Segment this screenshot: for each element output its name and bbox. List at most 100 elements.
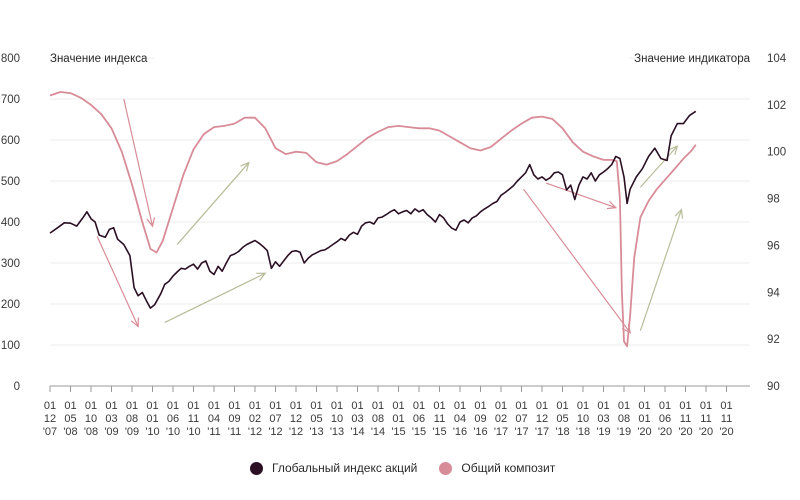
annotation-arrow-head [240,161,250,172]
x-tick-label-line: 06 [413,413,425,425]
x-tick-label-line: 01 [700,400,712,412]
x-tick-label: 01 05'18 [555,400,569,438]
x-tick-label-line: 01 [577,400,589,412]
left-tick-label: 500 [1,176,20,188]
x-tick-label-line: '09 [104,426,118,438]
x-tick-label: 01 02'17 [494,400,508,438]
annotation-arrow-line [545,182,616,209]
grid-lines [50,57,750,346]
x-tick-label-line: 01 [679,400,691,412]
x-tick-label-line: 11 [700,413,711,425]
left-axis-ticks: 0 100 200 300 400 500 600 700 800 [1,53,20,393]
x-tick-label-line: '19 [617,426,631,438]
x-tick-label-line: '10 [145,426,159,438]
annotation-arrow-head [146,217,156,228]
x-tick-label: 01 10'08 [84,400,98,438]
x-tick-label-line: 01 [105,400,117,412]
x-tick-label-line: '15 [432,426,446,438]
x-tick-label: 01 04'16 [453,400,467,438]
x-tick-label-line: 03 [351,413,363,425]
x-tick-label-line: '13 [309,426,323,438]
x-tick-label-line: 03 [597,413,609,425]
right-tick-label: 90 [767,381,780,393]
legend-swatch-composite [439,461,453,475]
x-tick-label-line: 01 [85,400,97,412]
x-tick-label-line: 01 [392,413,404,425]
legend-item-stock-index: Глобальный индекс акций [250,461,417,475]
x-tick-label-line: 05 [64,413,76,425]
x-tick-label-line: 07 [515,413,527,425]
x-tick-label-line: 01 [638,400,650,412]
x-tick-label: 01 03'19 [596,400,610,438]
right-tick-label: 98 [767,194,780,206]
annotation-arrows [96,98,684,334]
x-tick-label-line: '16 [453,426,467,438]
x-tick-label: 01 10'13 [330,400,344,438]
x-tick-label-line: '17 [535,426,549,438]
x-tick-label: 01 04'11 [207,400,221,438]
x-tick-label-line: 05 [556,413,568,425]
annotation-arrow-line [639,209,682,331]
x-tick-label: 01 11'20 [699,400,713,438]
x-tick-label-line: 09 [228,413,240,425]
x-tick-label-line: 11 [434,413,445,425]
x-tick-label-line: 01 [392,400,404,412]
x-tick-label-line: '17 [494,426,508,438]
x-tick-label-line: 01 [64,400,76,412]
right-axis-title: Значение индикатора [634,53,750,65]
left-tick-label: 300 [1,258,20,270]
x-tick-label-line: 06 [659,413,671,425]
x-tick-label-line: '07 [43,426,57,438]
x-tick-label-line: 01 [597,400,609,412]
x-tick-label-line: '15 [412,426,426,438]
x-tick-label-line: '13 [330,426,344,438]
x-tick-label: 01 07'17 [514,400,528,438]
x-tick-label-line: 01 [495,400,507,412]
left-tick-label: 400 [1,217,20,229]
x-tick-label-line: '11 [228,426,242,438]
x-tick-label-line: '15 [391,426,405,438]
right-axis-ticks: 90 92 94 96 98 100 102 104 [767,53,787,393]
x-tick-label-line: '11 [207,426,221,438]
left-tick-label: 800 [1,53,20,65]
x-tick-label-line: 04 [208,413,220,425]
x-tick-label-line: 10 [577,413,589,425]
annotation-arrow-head [668,145,679,155]
x-tick-label-line: 11 [721,413,732,425]
x-tick-label-line: 06 [167,413,179,425]
x-tick-label: 01 01'20 [637,400,651,438]
x-tick-label-line: 09 [474,413,486,425]
x-tick-label: 01 06'10 [166,400,180,438]
left-tick-label: 0 [14,381,20,393]
x-tick-label-line: 01 [208,400,220,412]
x-tick-label-line: '20 [678,426,692,438]
x-tick-label: 01 09'16 [473,400,487,438]
x-tick-label: 01 03'09 [104,400,118,438]
x-tick-label-line: '12 [248,426,262,438]
x-tick-label: 01 05'08 [63,400,77,438]
legend-swatch-stock-index [250,461,263,475]
x-tick-label-line: 01 [556,400,568,412]
x-tick-label-line: 01 [310,400,322,412]
x-tick-label-line: 11 [188,413,199,425]
x-tick-label-line: 01 [659,400,671,412]
x-tick-label: 01 11'10 [186,400,200,438]
x-tick-label-line: '20 [719,426,733,438]
x-tick-label: 01 03'14 [350,400,364,438]
x-tick-label-line: 01 [249,400,261,412]
x-tick-label: 01 01'10 [145,400,159,438]
x-tick-label: 01 11'20 [719,400,733,438]
x-tick-label-line: 01 [413,400,425,412]
title-mask [154,50,629,66]
legend: Глобальный индекс акций Общий композит [250,459,577,477]
x-tick-label-line: 03 [105,413,117,425]
x-tick-label-line: 05 [310,413,322,425]
x-tick-label-line: 08 [618,413,630,425]
x-tick-label: 01 11'15 [432,400,446,438]
x-tick-label-line: 07 [269,413,281,425]
x-tick-label-line: 12 [44,413,56,425]
annotation-arrow-line [164,272,266,323]
x-tick-label-line: 08 [372,413,384,425]
